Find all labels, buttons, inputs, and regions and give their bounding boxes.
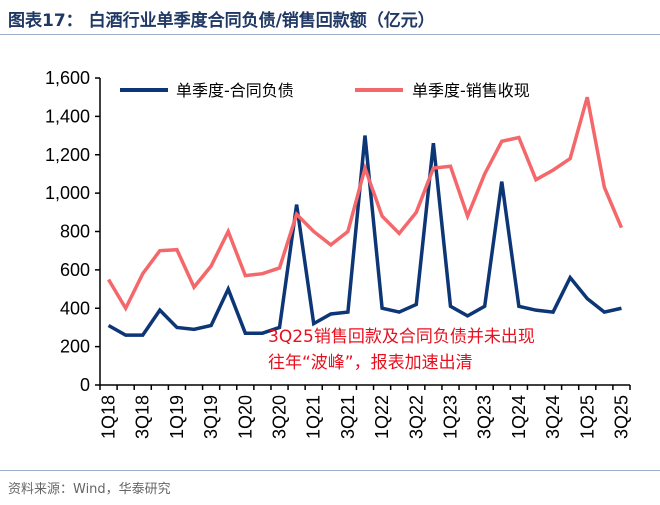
x-tick-label: 3Q20 <box>270 395 290 439</box>
x-tick-label: 1Q22 <box>372 395 392 439</box>
x-tick-label: 3Q24 <box>543 395 563 439</box>
x-tick-label: 3Q22 <box>406 395 426 439</box>
legend-label-contract-liabilities: 单季度-合同负债 <box>176 81 294 100</box>
x-tick-label: 1Q25 <box>577 395 597 439</box>
y-tick-label: 1,200 <box>45 145 90 165</box>
x-tick-label: 3Q23 <box>475 395 495 439</box>
title-divider <box>0 34 660 35</box>
y-tick-label: 200 <box>60 337 90 357</box>
x-tick-label: 1Q23 <box>440 395 460 439</box>
y-tick-label: 400 <box>60 298 90 318</box>
x-tick-label: 3Q19 <box>201 395 221 439</box>
source-note: 资料来源：Wind，华泰研究 <box>8 482 171 497</box>
annotation-line-2: 往年“波峰”，报表加速出清 <box>268 353 473 373</box>
y-tick-label: 0 <box>80 375 90 395</box>
x-tick-label: 1Q20 <box>235 395 255 439</box>
y-tick-label: 1,000 <box>45 183 90 203</box>
line-chart: 0 200 400 600 800 1,000 1,200 1,400 1,600 1Q18 3Q1… <box>45 68 631 439</box>
legend-label-sales-cash: 单季度-销售收现 <box>412 81 530 100</box>
x-tick-label: 1Q18 <box>99 395 119 439</box>
x-tick-label: 1Q19 <box>167 395 187 439</box>
y-tick-label: 600 <box>60 260 90 280</box>
x-tick-label: 3Q25 <box>611 395 631 439</box>
x-tick-label: 1Q21 <box>304 395 324 439</box>
annotation-line-1: 3Q25销售回款及合同负债并未出现 <box>268 327 535 347</box>
y-tick-label: 1,600 <box>45 68 90 88</box>
x-tick-label: 3Q18 <box>133 395 153 439</box>
y-tick-label: 1,400 <box>45 106 90 126</box>
x-tick-label: 1Q24 <box>509 395 529 439</box>
series-line-sales-cash <box>107 96 624 312</box>
y-tick-label: 800 <box>60 222 90 242</box>
footer-divider <box>0 470 660 471</box>
x-tick-label: 3Q21 <box>338 395 358 439</box>
chart-title: 图表17： 白酒行业单季度合同负债/销售回款额（亿元） <box>8 11 435 31</box>
